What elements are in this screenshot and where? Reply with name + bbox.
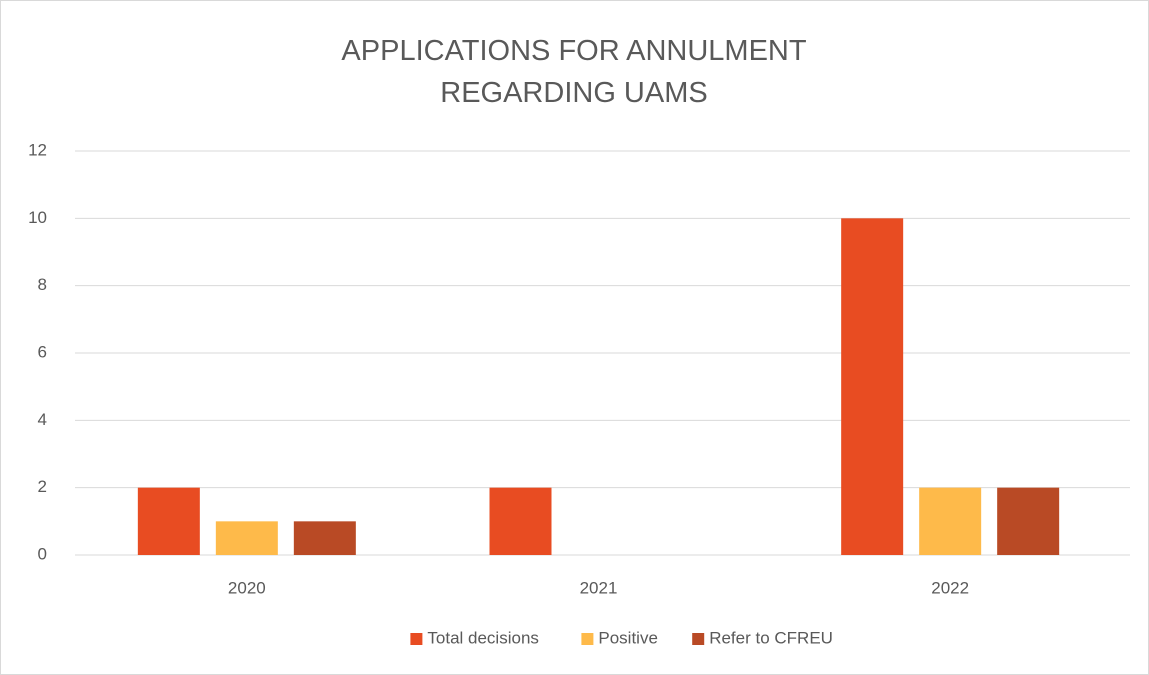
legend-label: Total decisions — [427, 628, 539, 647]
bar — [137, 487, 200, 555]
legend-swatch — [581, 633, 594, 645]
x-tick-label: 2022 — [931, 578, 969, 597]
y-tick-label: 0 — [38, 544, 47, 563]
x-tick-label: 2020 — [228, 578, 266, 597]
legend-swatch — [410, 633, 423, 645]
y-tick-label: 12 — [28, 140, 47, 159]
y-tick-label: 4 — [38, 410, 47, 429]
legend-label: Refer to CFREU — [709, 628, 833, 647]
y-tick-label: 10 — [28, 208, 47, 227]
bar — [997, 487, 1060, 555]
bar — [841, 218, 904, 556]
y-tick-label: 2 — [38, 477, 47, 496]
bar — [293, 521, 356, 555]
bar — [215, 521, 278, 555]
legend-swatch — [692, 633, 705, 645]
y-tick-label: 8 — [38, 275, 47, 294]
chart-title: APPLICATIONS FOR ANNULMENT REGARDING UAM… — [341, 35, 807, 109]
legend-label: Positive — [598, 628, 658, 647]
y-tick-label: 6 — [38, 342, 47, 361]
x-tick-label: 2021 — [580, 578, 618, 597]
bar — [919, 487, 982, 555]
bar — [489, 487, 552, 555]
